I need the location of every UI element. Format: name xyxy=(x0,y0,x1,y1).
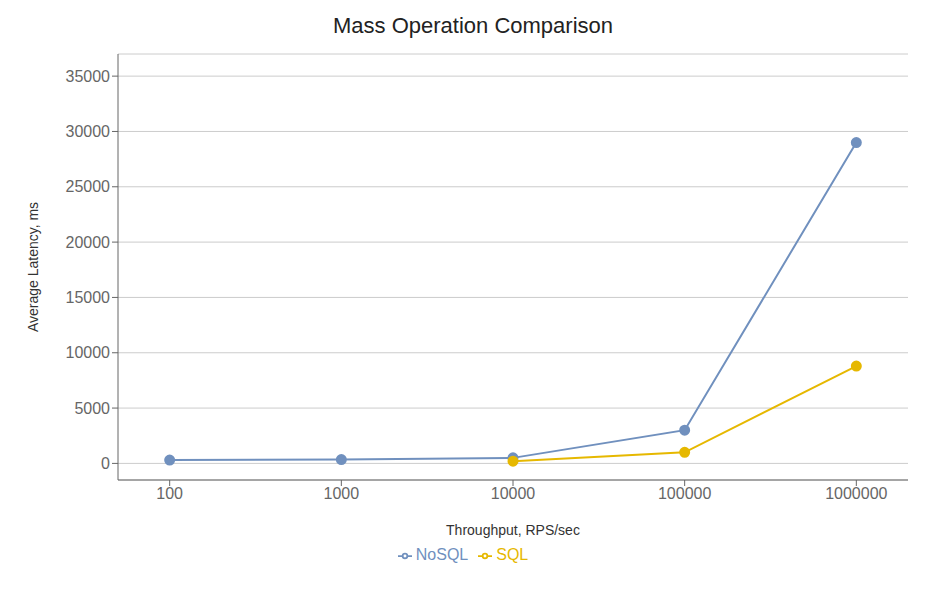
svg-text:20000: 20000 xyxy=(66,234,111,251)
svg-text:100: 100 xyxy=(156,485,183,502)
svg-text:30000: 30000 xyxy=(66,123,111,140)
svg-text:10000: 10000 xyxy=(491,485,536,502)
svg-text:Average Latency, ms: Average Latency, ms xyxy=(25,202,41,332)
svg-text:100000: 100000 xyxy=(658,485,711,502)
html-text:SQL: SQL xyxy=(496,546,529,563)
svg-text:Throughput, RPS/sec: Throughput, RPS/sec xyxy=(446,522,580,538)
svg-text:35000: 35000 xyxy=(66,68,111,85)
svg-text:25000: 25000 xyxy=(66,178,111,195)
svg-text:0: 0 xyxy=(101,455,110,472)
html-text:NoSQL: NoSQL xyxy=(415,546,469,563)
svg-text:15000: 15000 xyxy=(66,289,111,306)
svg-text:1000: 1000 xyxy=(324,485,360,502)
svg-text:10000: 10000 xyxy=(66,344,111,361)
svg-text:1000000: 1000000 xyxy=(825,485,887,502)
html-text:Mass Operation Comparison: Mass Operation Comparison xyxy=(333,13,613,38)
svg-text:5000: 5000 xyxy=(74,400,110,417)
